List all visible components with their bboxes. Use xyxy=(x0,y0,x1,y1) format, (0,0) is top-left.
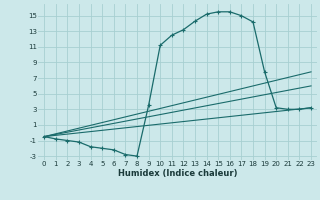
X-axis label: Humidex (Indice chaleur): Humidex (Indice chaleur) xyxy=(118,169,237,178)
